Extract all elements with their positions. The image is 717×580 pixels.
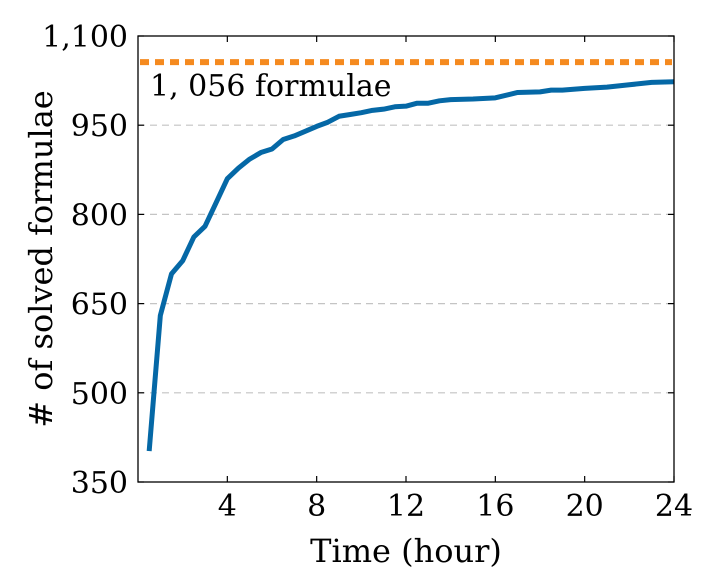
series-line — [146, 79, 675, 452]
x-axis-title: Time (hour) — [310, 532, 502, 570]
x-tick-label: 24 — [655, 489, 693, 524]
reference-line-label: 1, 056 formulae — [150, 69, 391, 104]
x-tick-label: 16 — [476, 489, 514, 524]
x-tick-label: 8 — [307, 489, 326, 524]
x-tick-label: 4 — [218, 489, 237, 524]
y-tick-label: 650 — [71, 288, 128, 323]
y-axis-ticks: 350 500 650 800 950 1,100 — [42, 20, 674, 501]
x-tick-label: 12 — [387, 489, 425, 524]
y-tick-label: 500 — [71, 377, 128, 412]
y-tick-label: 350 — [71, 466, 128, 501]
plot-frame — [137, 35, 675, 483]
y-axis-title: # of solved formulae — [22, 90, 60, 427]
x-axis-ticks: 4 8 12 16 20 24 — [218, 36, 693, 524]
x-tick-label: 20 — [566, 489, 604, 524]
y-tick-label: 950 — [71, 109, 128, 144]
plot-area — [140, 59, 675, 452]
gridlines — [138, 124, 674, 394]
y-tick-label: 1,100 — [42, 20, 128, 55]
y-tick-label: 800 — [71, 198, 128, 233]
